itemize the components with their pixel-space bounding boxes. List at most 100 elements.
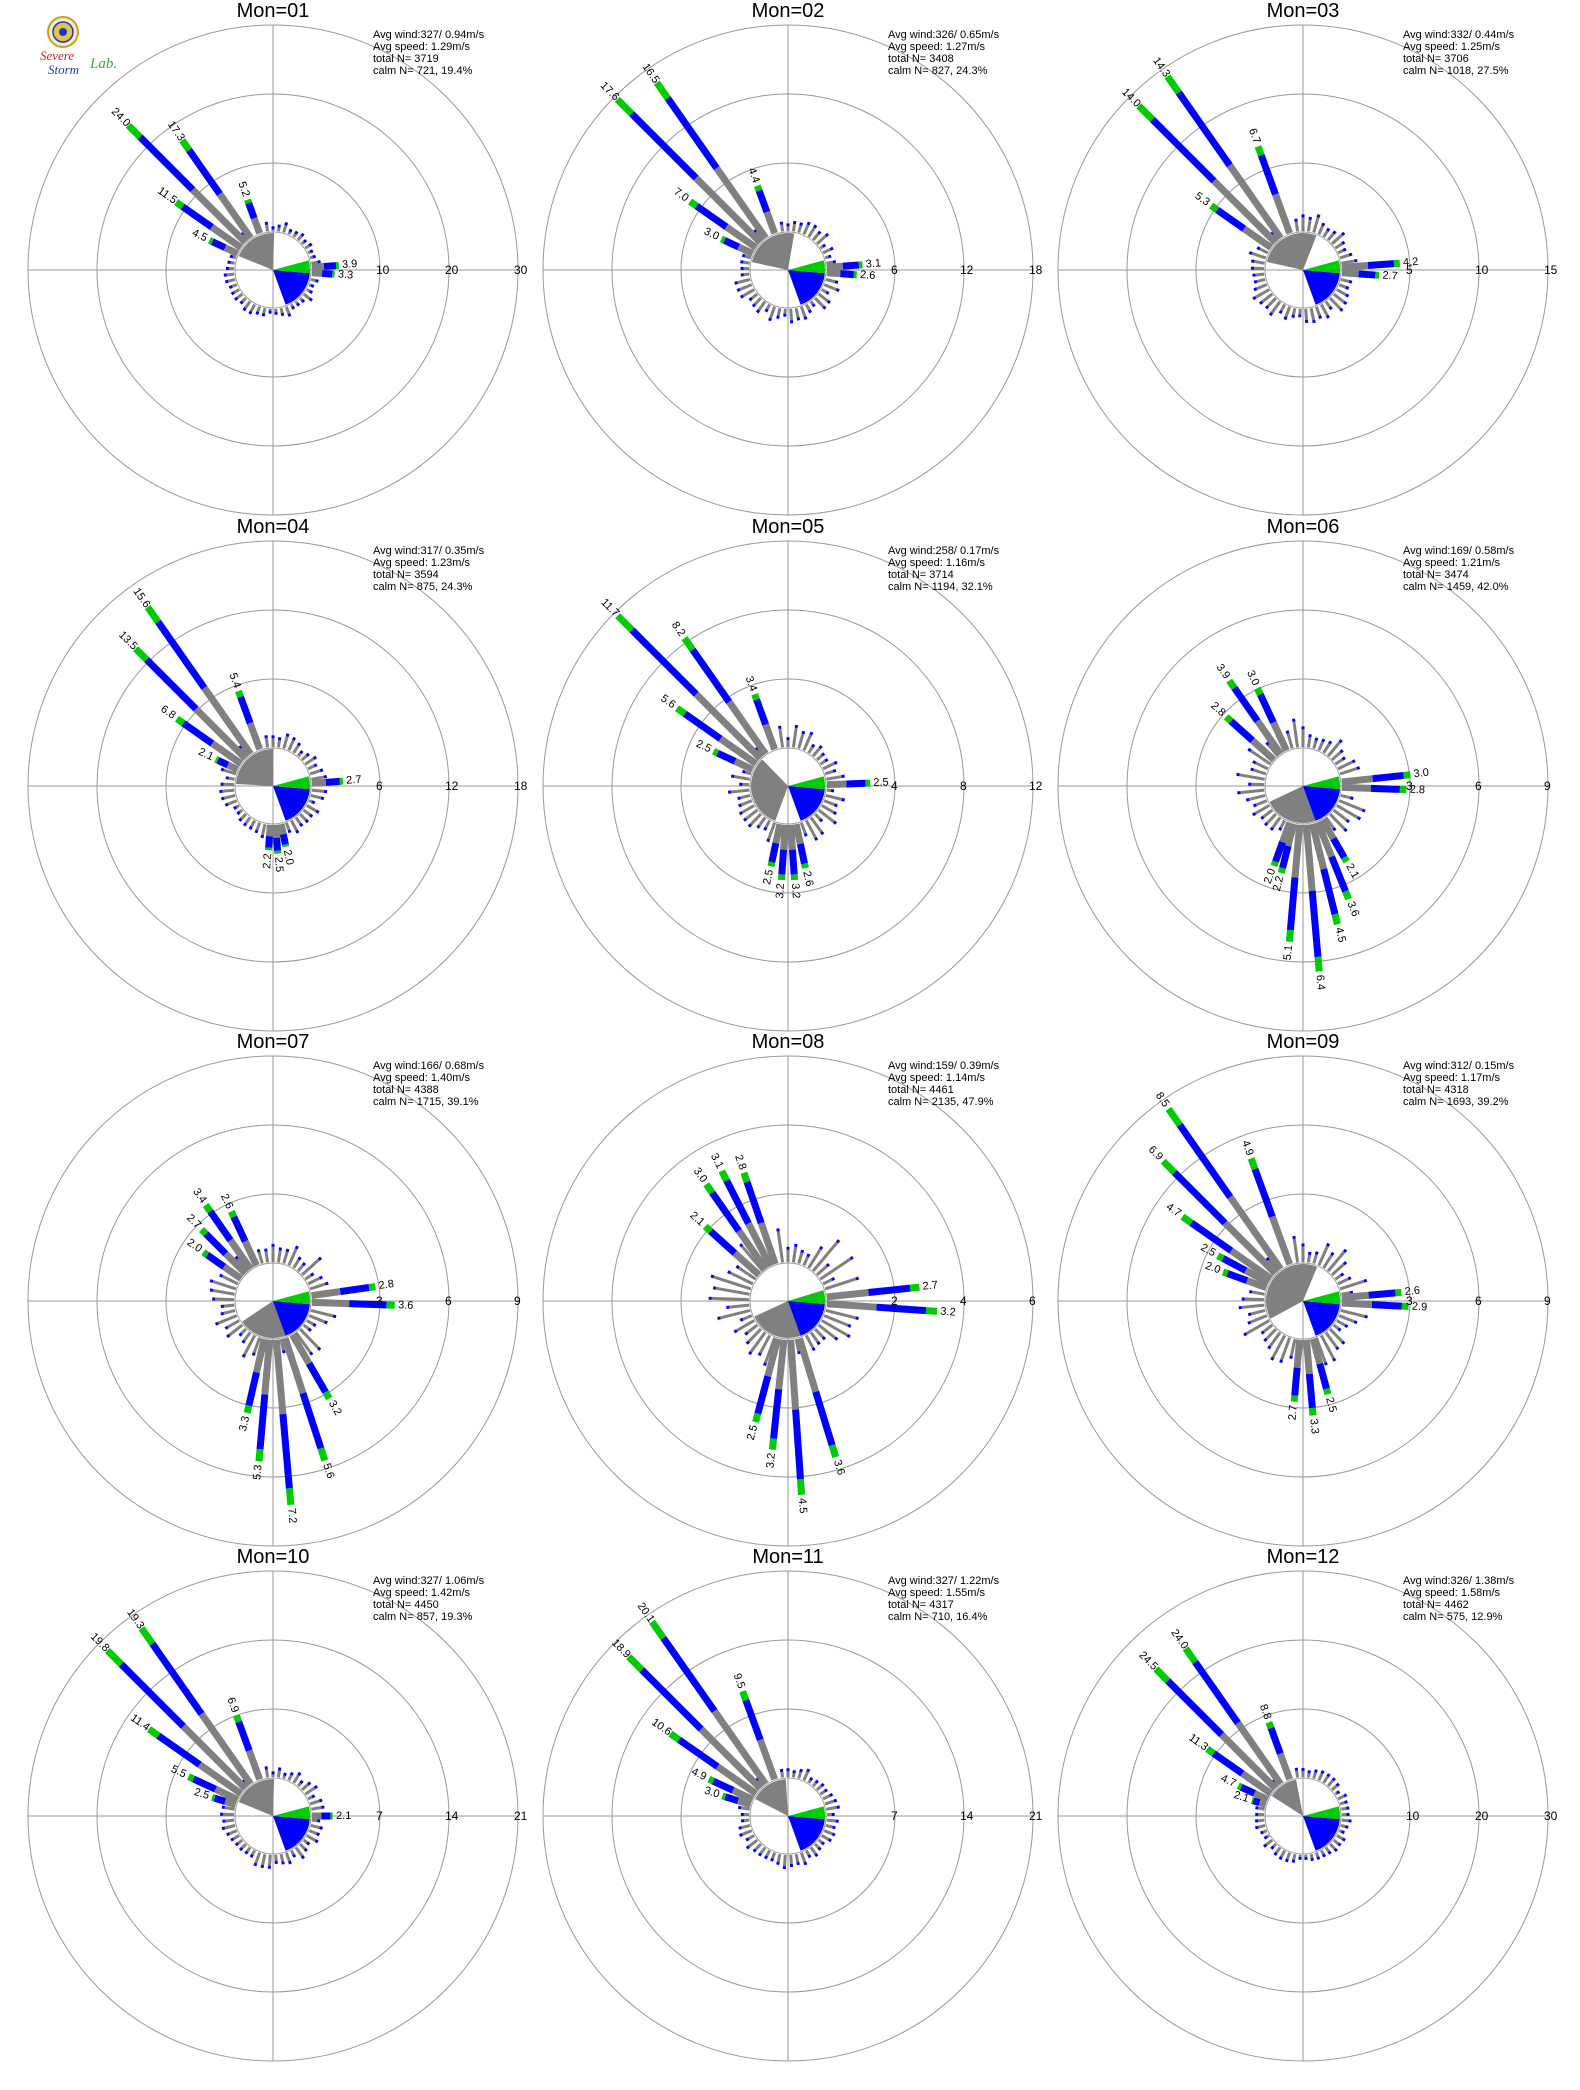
petal-bar (1149, 116, 1217, 184)
petal-bar (230, 1215, 249, 1243)
minor-petal-tip (1271, 1778, 1276, 1784)
minor-petal (817, 808, 835, 823)
petal-value-label: 3.1 (865, 257, 881, 270)
minor-petal (1289, 1338, 1297, 1357)
petal-bar (711, 1777, 735, 1794)
petal-value-label: 8.8 (1257, 1703, 1274, 1721)
minor-petal-tip (1321, 738, 1326, 743)
minor-petal (1340, 1823, 1346, 1829)
minor-petal-tip (1341, 1837, 1346, 1842)
minor-petal (807, 1248, 822, 1269)
rose-title: Mon=08 (752, 1031, 825, 1053)
minor-petal (224, 1823, 236, 1830)
petal-bar (792, 1409, 804, 1480)
minor-petal (1306, 737, 1312, 748)
petal-bar (733, 758, 755, 773)
petal-bar (796, 1479, 806, 1496)
minor-petal (765, 1849, 772, 1857)
minor-petal (1339, 253, 1350, 260)
minor-petal (815, 1264, 828, 1277)
ring-label: 4 (960, 1294, 967, 1308)
info-avg-wind: Avg wind:317/ 0.35m/s (373, 545, 485, 557)
minor-petal-tip (302, 239, 308, 244)
minor-petal-tip (1321, 222, 1326, 227)
minor-petal-tip (1314, 737, 1319, 742)
petal-bar (1215, 207, 1247, 232)
minor-petal (1326, 232, 1335, 242)
minor-petal (1322, 1775, 1329, 1784)
minor-petal (822, 762, 835, 771)
minor-petal (311, 260, 318, 265)
minor-petal-tip (717, 1316, 721, 1321)
minor-petal (822, 1794, 831, 1801)
minor-petal (759, 1846, 767, 1855)
petal-bar (174, 199, 185, 210)
minor-petal (1275, 1846, 1282, 1854)
minor-petal (1285, 1852, 1292, 1860)
ring-label: 4 (891, 779, 898, 793)
speed-sector-blue (273, 786, 310, 821)
minor-petal (814, 813, 822, 821)
petal-bar (244, 198, 252, 205)
minor-petal-tip (1341, 231, 1346, 236)
petal-bar (1309, 1337, 1324, 1365)
speed-sector-blue (1303, 1301, 1340, 1336)
petal-bar (1270, 860, 1279, 868)
minor-petal-tip (1265, 741, 1270, 746)
petal-bar (1216, 1252, 1225, 1262)
minor-petal-tip (816, 1341, 821, 1346)
petal-bar (1291, 824, 1304, 878)
petal-bar (682, 710, 723, 742)
petal-value-label: 2.5 (1199, 1242, 1218, 1260)
petal-value-label: 2.8 (378, 1278, 395, 1292)
minor-petal-tip (1347, 1276, 1352, 1281)
minor-petal (268, 1854, 272, 1866)
petal-value-label: 3.6 (831, 1458, 847, 1476)
minor-petal-tip (233, 805, 238, 810)
minor-petal (1292, 307, 1297, 316)
minor-petal-tip (1328, 305, 1333, 311)
petal-bar (279, 1413, 293, 1489)
minor-petal (729, 1271, 754, 1286)
minor-petal (1272, 233, 1280, 242)
petal-bar (792, 823, 804, 845)
petal-value-label: 3.6 (398, 1299, 414, 1312)
petal-bar (1244, 1267, 1271, 1286)
minor-petal (1317, 225, 1325, 235)
petal-bar (207, 1209, 234, 1243)
minor-petal-tip (1248, 251, 1253, 255)
speed-sector-green (788, 1291, 825, 1305)
rose-title: Mon=03 (1267, 0, 1340, 22)
petal-bar (1229, 1247, 1274, 1282)
minor-petal-tip (821, 1336, 827, 1341)
minor-petal (1326, 1251, 1346, 1273)
minor-petal (256, 306, 262, 313)
petal-bar (668, 1730, 682, 1743)
minor-petal (815, 234, 827, 246)
petal-bar (840, 270, 854, 279)
petal-bar (1250, 737, 1277, 763)
minor-petal (1319, 303, 1329, 317)
minor-petal-tip (238, 744, 243, 750)
minor-petal (1256, 283, 1268, 291)
minor-petal (284, 822, 291, 831)
petal-bar (828, 1444, 840, 1459)
calm-sector (751, 759, 788, 821)
petal-bar (1323, 1387, 1332, 1396)
minor-petal (1292, 721, 1300, 748)
minor-petal-tip (1326, 1773, 1331, 1778)
minor-petal (811, 1781, 817, 1788)
minor-petal (289, 303, 294, 308)
minor-petal-tip (1339, 307, 1344, 312)
minor-petal (1329, 813, 1346, 830)
petal-value-label: 3.2 (764, 1452, 778, 1468)
minor-petal-tip (319, 768, 324, 773)
info-total-n: total N= 3719 (373, 53, 439, 65)
minor-petal (217, 1314, 238, 1325)
petal-value-label: 2.6 (860, 269, 876, 282)
petal-value-label: 3.4 (190, 1186, 209, 1205)
petal-value-label: 4.7 (1219, 1772, 1238, 1789)
minor-petal (797, 1771, 803, 1779)
minor-petal-tip (317, 260, 321, 264)
petal-bar (1239, 1784, 1256, 1797)
